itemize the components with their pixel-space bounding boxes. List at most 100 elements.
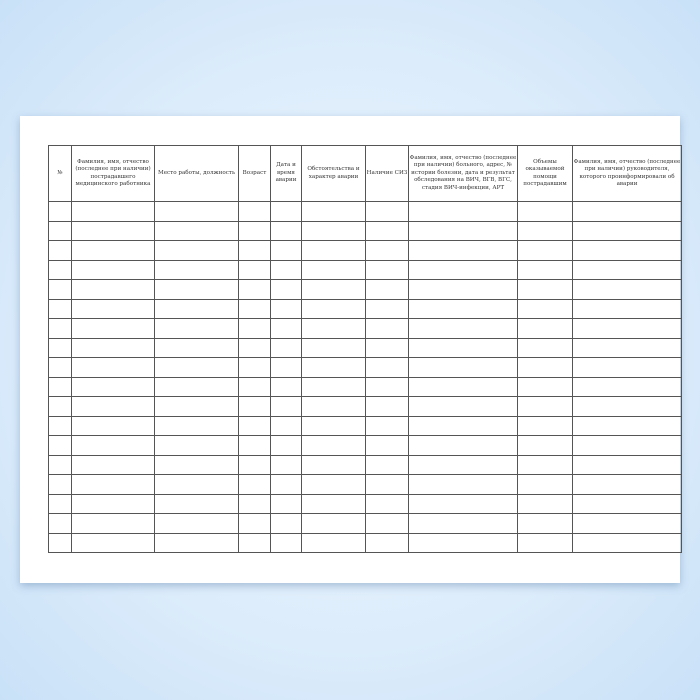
table-cell [154,298,239,319]
column-header: Наличие СИЗ [365,145,409,202]
table-cell [301,318,366,339]
table-cell [408,357,518,378]
table-cell [365,376,409,397]
table-cell [270,220,302,241]
table-cell [238,454,271,475]
table-cell [48,435,72,456]
column-header: Фамилия, имя, отчество (последнее при на… [71,145,155,202]
table-cell [71,337,155,358]
table-cell [270,474,302,495]
table-cell [154,454,239,475]
table-cell [365,220,409,241]
table-cell [154,474,239,495]
table-cell [408,532,518,553]
table-cell [71,454,155,475]
table-cell [48,474,72,495]
table-cell [48,279,72,300]
table-cell [238,435,271,456]
table-cell [572,279,682,300]
table-row [48,298,682,319]
table-cell [572,318,682,339]
column-header: Фамилия, имя, отчество (последнее при на… [572,145,682,202]
header-row: № Фамилия, имя, отчество (последнее при н… [48,145,682,202]
table-cell [48,513,72,534]
table-row [48,532,682,553]
table-row [48,318,682,339]
table-cell [408,474,518,495]
table-cell [301,240,366,261]
table-cell [408,318,518,339]
table-cell [270,376,302,397]
table-cell [365,454,409,475]
table-cell [572,240,682,261]
table-cell [408,415,518,436]
table-cell [572,435,682,456]
table-cell [365,298,409,319]
table-cell [270,396,302,417]
table-cell [408,201,518,222]
column-header: Фамилия, имя, отчество (последнее при на… [408,145,518,202]
table-cell [408,240,518,261]
table-cell [270,435,302,456]
table-cell [270,513,302,534]
table-cell [154,240,239,261]
table-row [48,454,682,475]
table-cell [48,376,72,397]
table-cell [270,201,302,222]
table-cell [48,201,72,222]
table-cell [517,435,573,456]
table-cell [71,279,155,300]
table-cell [154,532,239,553]
table-cell [154,435,239,456]
table-cell [517,240,573,261]
table-cell [572,474,682,495]
table-cell [270,279,302,300]
table-cell [154,513,239,534]
table-cell [71,396,155,417]
table-cell [238,474,271,495]
table-cell [572,259,682,280]
table-cell [301,532,366,553]
table-cell [365,435,409,456]
table-cell [238,337,271,358]
table-cell [71,415,155,436]
table-cell [365,513,409,534]
table-cell [154,376,239,397]
table-cell [572,396,682,417]
table-cell [238,220,271,241]
table-cell [572,532,682,553]
table-cell [365,259,409,280]
table-cell [301,415,366,436]
table-cell [301,493,366,514]
table-cell [238,513,271,534]
table-cell [301,279,366,300]
table-cell [154,415,239,436]
accident-log-table: № Фамилия, имя, отчество (последнее при н… [48,145,682,553]
table-cell [517,415,573,436]
table-cell [71,474,155,495]
table-cell [71,220,155,241]
table-cell [365,201,409,222]
table-cell [301,396,366,417]
table-cell [365,493,409,514]
table-cell [48,493,72,514]
table-cell [270,318,302,339]
table-cell [408,298,518,319]
table-cell [301,259,366,280]
table-cell [408,376,518,397]
table-row [48,240,682,261]
table-cell [270,298,302,319]
table-cell [517,474,573,495]
table-cell [301,376,366,397]
table-cell [408,259,518,280]
table-cell [238,201,271,222]
table-cell [301,357,366,378]
table-cell [301,513,366,534]
table-row [48,201,682,222]
table-cell [365,357,409,378]
table-cell [238,396,271,417]
table-cell [517,259,573,280]
table-cell [71,298,155,319]
column-header: № [48,145,72,202]
table-cell [365,396,409,417]
